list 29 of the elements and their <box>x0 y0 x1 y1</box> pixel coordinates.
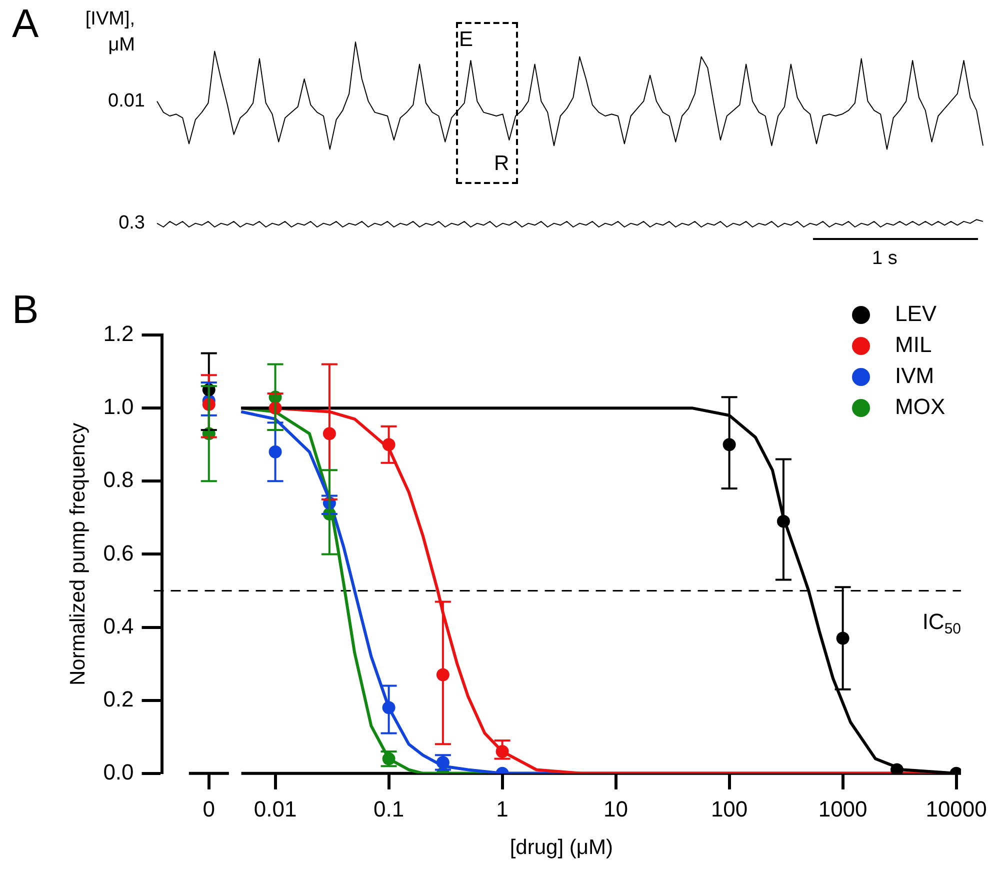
x-tick-label: 100 <box>710 796 748 822</box>
annotation: E <box>459 28 474 52</box>
x-tick-label: 0.1 <box>373 796 404 822</box>
y-tick-label: 1.2 <box>103 321 134 346</box>
x-tick-label: 10000 <box>926 796 987 822</box>
y-tick-label: 1.0 <box>103 394 134 420</box>
legend-label: LEV <box>895 301 937 326</box>
y-tick-label: 0.2 <box>103 686 134 712</box>
y-axis-title: Normalized pump frequency <box>66 422 90 686</box>
series-label: 0.01 <box>108 90 146 112</box>
text: B <box>12 288 39 333</box>
y-tick-label: 0.8 <box>103 467 134 492</box>
series-label: 0.3 <box>118 212 146 234</box>
x-tick-label: 1 <box>496 796 508 822</box>
x-axis-title: [drug] (μM) <box>510 836 613 860</box>
legend-title: [IVM], μM <box>85 8 136 56</box>
x-tick-label: 10 <box>604 796 628 822</box>
x-tick-label: 0 <box>202 796 216 822</box>
legend-label: IVM <box>895 363 934 388</box>
y-tick-label: 0.6 <box>103 540 134 566</box>
y-tick-label: 0.0 <box>103 759 134 784</box>
text: 1 s <box>872 248 898 270</box>
x-tick-label: 0.01 <box>254 796 297 822</box>
legend-label: MOX <box>895 394 946 420</box>
x-tick-label: 1000 <box>818 796 868 822</box>
annotation: R <box>494 152 510 176</box>
text: A <box>12 2 39 46</box>
legend-label: MIL <box>895 332 932 358</box>
y-tick-label: 0.4 <box>103 613 134 638</box>
